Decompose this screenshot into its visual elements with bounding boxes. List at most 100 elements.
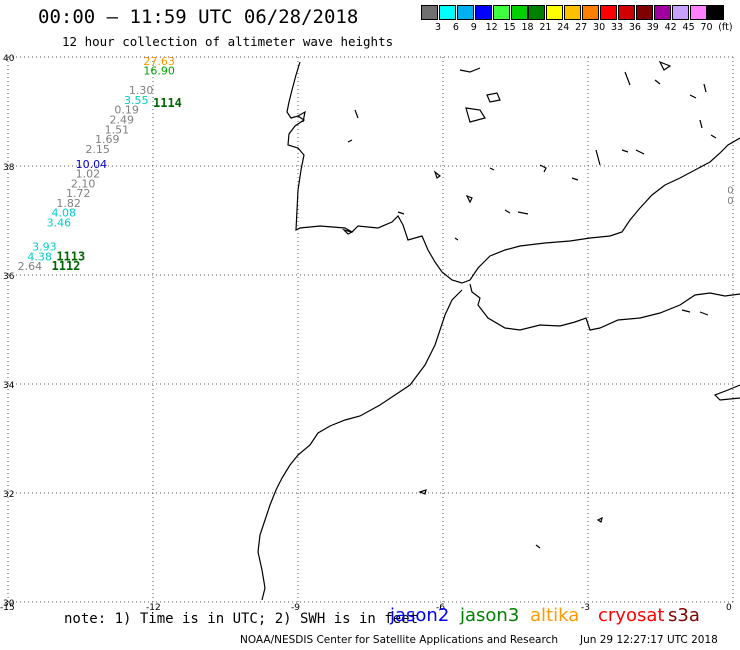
coastline-island-28	[535, 544, 541, 549]
coastline-iberia-west	[286, 61, 740, 284]
legend-swatch	[689, 5, 707, 20]
coastline-island-25	[342, 228, 354, 235]
coastline-island-1	[465, 194, 473, 204]
coastline-island-20	[486, 92, 501, 103]
legend-swatch	[671, 5, 689, 20]
lon-tick-label: -15	[0, 603, 15, 613]
coastline-island-5	[454, 237, 459, 241]
lat-tick-label: 30	[3, 599, 15, 609]
legend-unit: (ft)	[718, 22, 733, 33]
lat-tick-label: 40	[3, 54, 15, 64]
legend-swatch	[510, 5, 528, 20]
legend-label: 36	[628, 22, 641, 33]
legend-swatch	[582, 5, 600, 20]
coastline-island-14	[654, 79, 661, 85]
legend-label: 24	[557, 22, 570, 33]
orbit-pass-label: 1112	[52, 259, 81, 273]
wave-height-value: 1.02	[76, 167, 101, 180]
coastline-island-6	[489, 167, 495, 171]
satellite-label-altika: altika	[530, 605, 580, 626]
chart-subtitle: 12 hour collection of altimeter wave hei…	[62, 34, 394, 49]
coastline-island-17	[710, 134, 717, 139]
lat-tick-label: 32	[3, 490, 14, 500]
legend-swatch	[528, 5, 546, 20]
lat-tick-label: 36	[3, 272, 15, 282]
satellite-label-jason3: jason3	[460, 605, 520, 626]
coastline-island-13	[624, 71, 631, 86]
legend-swatch	[564, 5, 582, 20]
wave-height-value: 16.90	[143, 64, 175, 77]
satellite-label-cryosat: cryosat	[598, 605, 665, 626]
coastline-island-26	[418, 489, 427, 495]
legend-label: 45	[682, 22, 695, 33]
lon-tick-label: 0	[726, 603, 732, 613]
legend-label: 70	[700, 22, 713, 33]
coastline-island-11	[635, 149, 645, 155]
lon-tick-label: -12	[146, 603, 161, 613]
coastline-island-30	[699, 311, 709, 316]
legend-swatch	[438, 5, 456, 20]
coastline-island-27	[596, 516, 603, 523]
coastline-island-8	[571, 177, 579, 181]
footer-credit: NOAA/NESDIS Center for Satellite Applica…	[240, 634, 558, 646]
legend-label: 42	[664, 22, 677, 33]
wave-height-value: 3.55	[124, 94, 149, 107]
legend-swatch	[653, 5, 671, 20]
wave-height-value: 1.72	[66, 187, 91, 200]
wave-height-value: 3.93	[32, 240, 57, 253]
legend-label: 39	[646, 22, 659, 33]
legend-label: 15	[503, 22, 516, 33]
coastline-africa	[469, 283, 740, 331]
legend-swatch	[600, 5, 617, 20]
coastline-africa-atlantic	[257, 289, 463, 601]
legend-swatch	[707, 5, 725, 20]
coastline-island-12	[658, 60, 672, 71]
wave-height-value: 27.63	[143, 55, 175, 68]
edge-value: 0	[727, 185, 733, 196]
legend-swatch	[421, 5, 438, 20]
satellite-label-jason2: jason2	[390, 605, 450, 626]
axis-tick-labels: -15 -12 -9 -6 -3 0 40 38 36 34 32 30	[0, 54, 732, 613]
coastline-island-29	[681, 309, 691, 313]
legend-label: 18	[521, 22, 534, 33]
coastline-tejo-estuary	[297, 110, 306, 123]
coastline-island-23	[347, 139, 353, 143]
note-text: note: 1) Time is in UTC; 2) SWH is in fe…	[64, 611, 419, 627]
edge-value: 0	[727, 196, 733, 207]
legend-swatch	[456, 5, 474, 20]
coastline-island-2	[433, 170, 442, 179]
wave-height-value: 4.38	[27, 250, 52, 263]
wave-height-value: 2.15	[85, 143, 110, 156]
coastline-island-18	[703, 83, 707, 93]
coastline-island-10	[621, 149, 629, 153]
wave-height-value: 1.30	[129, 84, 154, 97]
wave-height-value: 2.64	[18, 260, 42, 273]
chart-title: 00:00 – 11:59 UTC 06/28/2018	[38, 6, 359, 28]
wave-height-value: 2.49	[110, 113, 135, 126]
lon-tick-label: -6	[436, 603, 445, 613]
coastline-island-7	[539, 164, 547, 173]
wave-height-value: 0.19	[114, 104, 139, 117]
footer-timestamp: Jun 29 12:27:17 UTC 2018	[580, 634, 718, 646]
coastline	[257, 60, 740, 601]
legend-swatch	[492, 5, 510, 20]
lon-tick-label: -9	[291, 603, 300, 613]
lat-tick-label: 38	[3, 163, 15, 173]
coastline-island-22	[354, 109, 359, 119]
legend-swatch	[635, 5, 653, 20]
legend-label: 21	[539, 22, 552, 33]
coastline-island-16	[699, 119, 703, 129]
coastline-island-3	[504, 209, 511, 214]
coastline-island-4	[517, 211, 529, 215]
orbit-pass-label: 1113	[56, 249, 85, 263]
coastline-island-9	[595, 149, 601, 166]
map-grid	[7, 56, 734, 603]
wave-height-value: 2.10	[71, 177, 96, 190]
coastline-island-24	[397, 211, 405, 215]
legend-swatch	[546, 5, 564, 20]
coastline-island-19	[459, 67, 481, 73]
wave-height-value: 10.04	[76, 158, 108, 171]
legend-swatch	[617, 5, 635, 20]
legend-swatch	[474, 5, 492, 20]
legend-label: 9	[470, 22, 477, 33]
